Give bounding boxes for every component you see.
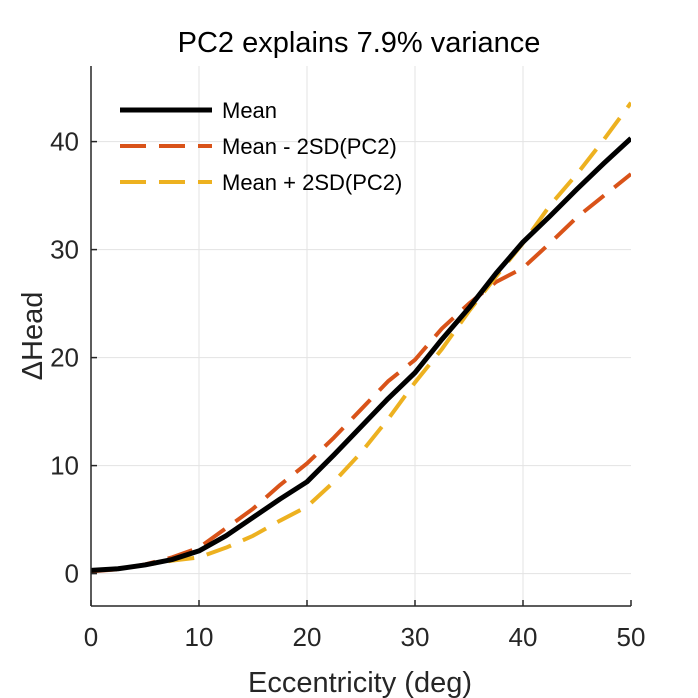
x-tick-labels: 0 10 20 30 40 50: [84, 622, 646, 652]
x-tick-label-2: 20: [293, 622, 322, 652]
y-tick-label-1: 10: [50, 451, 79, 481]
plot-area: [91, 101, 631, 574]
y-tick-label-0: 0: [65, 559, 79, 589]
series-line-0: [91, 136, 631, 573]
legend-label-1: Mean - 2SD(PC2): [222, 134, 397, 159]
series-line-2: [91, 101, 631, 573]
x-tick-label-1: 10: [185, 622, 214, 652]
y-tick-label-4: 40: [50, 127, 79, 157]
chart-title: PC2 explains 7.9% variance: [178, 27, 541, 59]
x-tick-label-0: 0: [84, 622, 98, 652]
y-axis-label: ΔHead: [17, 292, 49, 381]
x-tick-label-5: 50: [617, 622, 646, 652]
legend-label-0: Mean: [222, 98, 277, 123]
y-tick-labels: 0 10 20 30 40: [50, 127, 79, 589]
y-tick-label-3: 30: [50, 235, 79, 265]
x-axis-label: Eccentricity (deg): [248, 667, 472, 698]
grid: [91, 66, 631, 606]
y-tick-label-2: 20: [50, 343, 79, 373]
legend: Mean Mean - 2SD(PC2) Mean + 2SD(PC2): [120, 98, 402, 195]
series-line-1: [91, 172, 631, 574]
axes: [90, 66, 632, 607]
x-tick-label-4: 40: [509, 622, 538, 652]
legend-label-2: Mean + 2SD(PC2): [222, 170, 402, 195]
x-tick-label-3: 30: [401, 622, 430, 652]
